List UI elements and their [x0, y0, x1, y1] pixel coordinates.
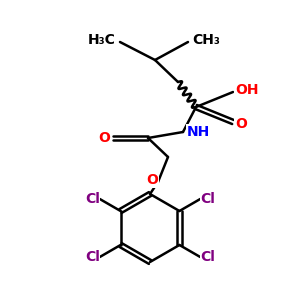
Text: H₃C: H₃C	[88, 33, 116, 47]
Text: Cl: Cl	[85, 192, 100, 206]
Text: CH₃: CH₃	[192, 33, 220, 47]
Text: Cl: Cl	[200, 192, 215, 206]
Text: Cl: Cl	[200, 250, 215, 264]
Text: O: O	[146, 173, 158, 187]
Text: O: O	[98, 131, 110, 145]
Text: OH: OH	[235, 83, 259, 97]
Text: NH: NH	[187, 125, 210, 139]
Text: O: O	[235, 117, 247, 131]
Text: Cl: Cl	[85, 250, 100, 264]
